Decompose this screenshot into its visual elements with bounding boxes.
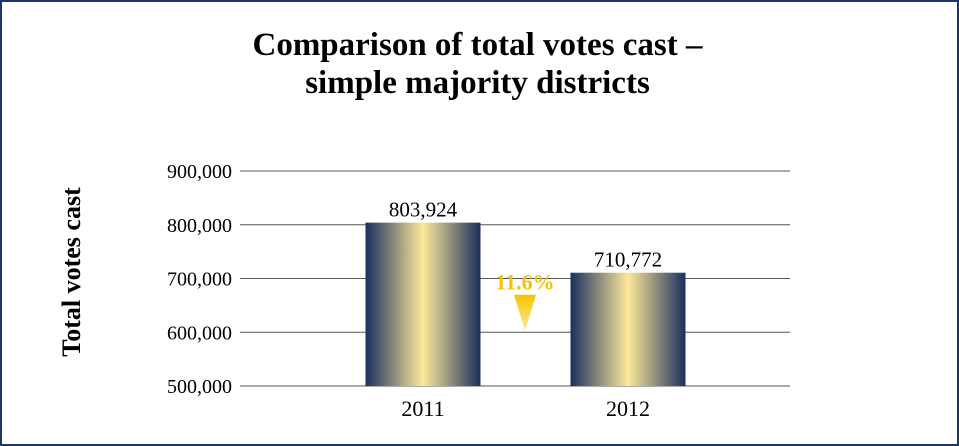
x-tick-label: 2011 [401, 396, 444, 421]
x-tick-label: 2012 [606, 396, 650, 421]
y-tick-label: 800,000 [167, 215, 232, 237]
decrease-arrow-icon [514, 294, 536, 331]
chart-title-line-2: simple majority districts [305, 65, 650, 101]
bar-2011 [365, 222, 481, 386]
data-label: 803,924 [389, 198, 458, 222]
y-tick-label: 600,000 [167, 322, 232, 344]
chart-title: Comparison of total votes cast – simple … [0, 26, 955, 102]
data-label: 710,772 [594, 248, 662, 272]
chart-title-line-1: Comparison of total votes cast – [252, 27, 703, 63]
bar-2012 [570, 272, 686, 386]
y-tick-label: 500,000 [167, 376, 232, 398]
percent-change-label: 11.6% [495, 270, 554, 295]
y-tick-label: 700,000 [167, 269, 232, 291]
y-tick-label: 900,000 [167, 161, 232, 183]
